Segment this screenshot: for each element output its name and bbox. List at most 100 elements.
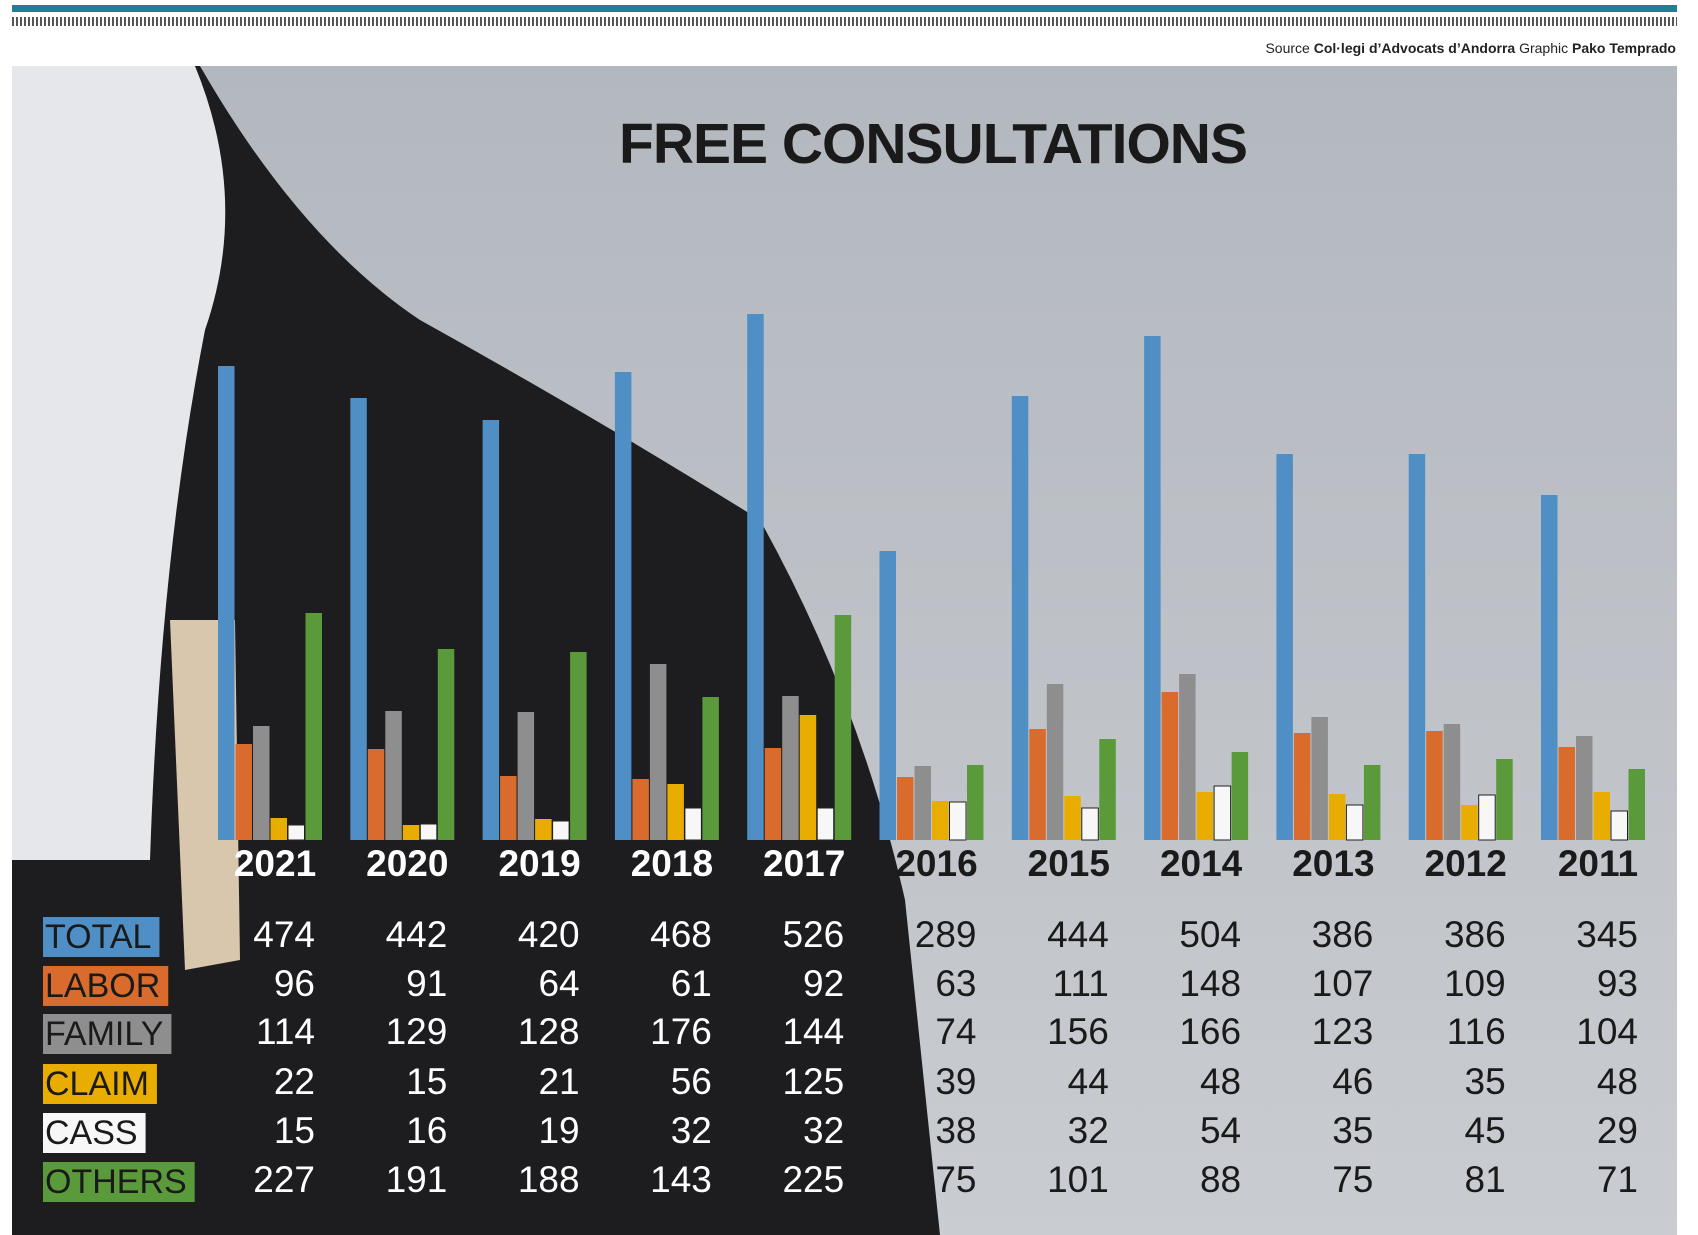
table-value: 38 — [935, 1110, 976, 1151]
bar — [420, 824, 437, 840]
top-rule — [12, 5, 1677, 12]
row-label: FAMILY — [45, 1015, 163, 1053]
bar — [747, 314, 764, 840]
table-value: 91 — [406, 963, 447, 1004]
table-value: 22 — [274, 1061, 315, 1102]
table-value: 46 — [1332, 1061, 1373, 1102]
table-value: 15 — [406, 1061, 447, 1102]
table-value: 39 — [935, 1061, 976, 1102]
table-value: 156 — [1047, 1011, 1109, 1052]
year-label: 2011 — [1558, 843, 1638, 884]
table-value: 44 — [1068, 1061, 1109, 1102]
bar — [1082, 808, 1099, 840]
table-value: 526 — [782, 914, 844, 955]
table-value: 35 — [1465, 1061, 1506, 1102]
bar — [1346, 805, 1363, 840]
table-value: 474 — [253, 914, 315, 955]
infographic: Source Col·legi d’Advocats d’Andorra Gra… — [0, 0, 1698, 1235]
table-value: 32 — [671, 1110, 712, 1151]
table-value: 48 — [1597, 1061, 1638, 1102]
bar — [950, 802, 967, 840]
bar — [897, 777, 914, 840]
table-value: 15 — [274, 1110, 315, 1151]
table-value: 176 — [650, 1011, 712, 1052]
table-value: 148 — [1179, 963, 1241, 1004]
year-label: 2021 — [234, 843, 316, 884]
bar — [632, 779, 649, 840]
bar — [817, 808, 834, 840]
table-value: 188 — [518, 1159, 580, 1200]
bar — [288, 825, 305, 840]
bar — [932, 801, 949, 840]
table-value: 29 — [1597, 1110, 1638, 1151]
table-value: 81 — [1465, 1159, 1506, 1200]
year-label: 2017 — [763, 843, 845, 884]
table-value: 114 — [256, 1011, 315, 1052]
source-label: Source — [1265, 40, 1310, 56]
page: {"chart_data": { "type": "bar", "title":… — [0, 0, 1698, 1235]
row-label: OTHERS — [45, 1163, 187, 1201]
table-value: 109 — [1444, 963, 1506, 1004]
table-value: 345 — [1576, 914, 1638, 955]
bar — [1029, 729, 1046, 840]
table-value: 45 — [1465, 1110, 1506, 1151]
table-value: 54 — [1200, 1110, 1241, 1151]
bar — [553, 821, 570, 840]
year-label: 2015 — [1028, 843, 1110, 884]
source-name: Col·legi d’Advocats d’Andorra — [1314, 40, 1516, 56]
bar — [685, 808, 702, 840]
table-value: 191 — [386, 1159, 448, 1200]
graphic-label: Graphic — [1519, 40, 1568, 56]
table-value: 74 — [935, 1011, 976, 1052]
table-value: 61 — [671, 963, 712, 1004]
bar — [650, 664, 667, 840]
table-value: 468 — [650, 914, 712, 955]
bar — [1461, 805, 1478, 840]
year-label: 2012 — [1425, 843, 1507, 884]
table-value: 75 — [935, 1159, 976, 1200]
table-value: 32 — [803, 1110, 844, 1151]
dashed-rule — [12, 17, 1677, 26]
year-label: 2016 — [895, 843, 977, 884]
bar — [615, 372, 632, 840]
year-label: 2018 — [631, 843, 713, 884]
table-value: 225 — [782, 1159, 844, 1200]
bar — [1444, 724, 1461, 840]
bar — [835, 615, 852, 840]
table-value: 289 — [915, 914, 977, 955]
bar — [1541, 495, 1558, 840]
table-value: 123 — [1312, 1011, 1374, 1052]
table-value: 166 — [1179, 1011, 1241, 1052]
bar — [218, 366, 235, 840]
credit-line: Source Col·legi d’Advocats d’Andorra Gra… — [1265, 40, 1676, 56]
table-value: 64 — [538, 963, 579, 1004]
table-value: 129 — [386, 1011, 448, 1052]
bar — [535, 819, 552, 840]
year-label: 2020 — [366, 843, 448, 884]
bar — [1329, 794, 1346, 840]
table-value: 143 — [650, 1159, 712, 1200]
table-value: 442 — [386, 914, 448, 955]
bar — [1232, 752, 1249, 840]
bar — [667, 784, 684, 840]
row-label: LABOR — [45, 967, 160, 1005]
bar — [1594, 792, 1611, 840]
chart-title: FREE CONSULTATIONS — [619, 112, 1247, 176]
bar — [702, 697, 719, 840]
row-label: TOTAL — [45, 918, 151, 956]
bar — [800, 715, 817, 840]
table-value: 101 — [1047, 1159, 1109, 1200]
table-value: 144 — [782, 1011, 844, 1052]
bar — [403, 825, 420, 840]
table-value: 227 — [253, 1159, 315, 1200]
bar — [1197, 792, 1214, 840]
table-value: 35 — [1332, 1110, 1373, 1151]
bar — [1162, 692, 1179, 840]
table-value: 48 — [1200, 1061, 1241, 1102]
bar — [1047, 684, 1064, 840]
table-value: 21 — [538, 1061, 579, 1102]
bar — [1364, 765, 1381, 840]
table-value: 107 — [1312, 963, 1374, 1004]
table-value: 504 — [1179, 914, 1241, 955]
bar — [967, 765, 984, 840]
